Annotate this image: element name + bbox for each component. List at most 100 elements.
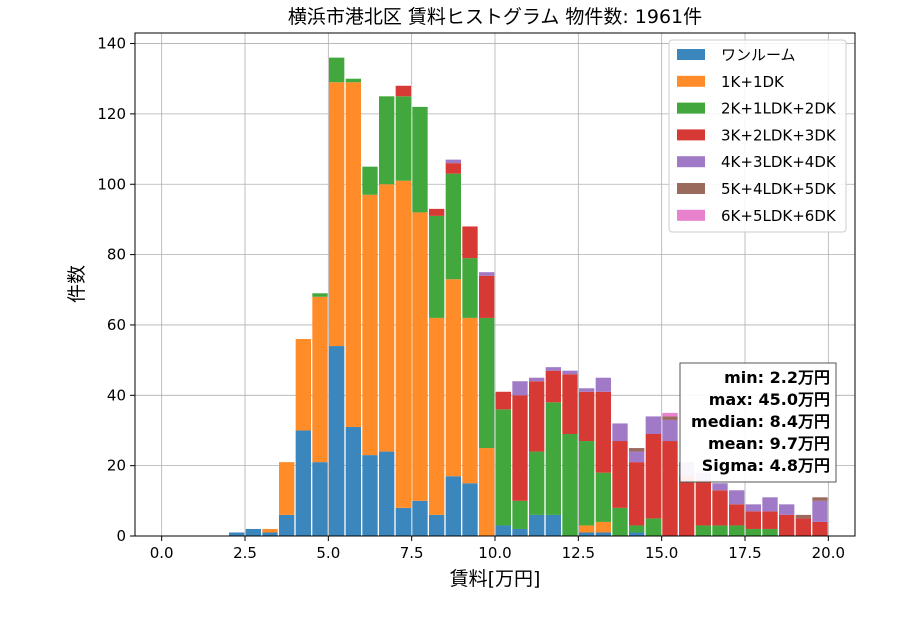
stats-line: mean: 9.7万円 (708, 434, 830, 453)
bar-segment (329, 346, 345, 536)
bar-segment (612, 423, 628, 442)
bar-segment (812, 500, 828, 522)
x-axis-label: 賃料[万円] (450, 568, 541, 590)
bar-segment (479, 272, 495, 276)
bar-segment (462, 317, 478, 484)
x-tick-label: 15.0 (645, 544, 678, 562)
legend-swatch (677, 209, 705, 221)
ticks: 0.0 2.5 5.0 7.5 10.0 12.5 15.0 17.5 20.0 0 20 40 60 8… (97, 35, 845, 562)
bar-segment (379, 451, 395, 536)
legend-swatch (677, 49, 705, 60)
bar-segment (412, 106, 428, 213)
y-tick-label: 80 (107, 246, 126, 264)
bar-segment (379, 96, 395, 185)
bar-segment (262, 532, 278, 536)
bar-segment (445, 476, 461, 536)
legend-swatch (677, 75, 705, 87)
bar-segment (512, 528, 528, 536)
bar-segment (445, 279, 461, 477)
bar-segment (312, 462, 328, 536)
legend-label: 1K+1DK (721, 73, 785, 91)
bar-segment (512, 381, 528, 396)
bar-segment (479, 448, 495, 536)
x-tick-label: 12.5 (562, 544, 595, 562)
bar-segment (429, 317, 445, 515)
y-tick-label: 20 (107, 457, 126, 475)
bar-segment (395, 85, 411, 97)
bar-segment (662, 441, 678, 536)
bar-segment (312, 296, 328, 463)
bar-segment (295, 430, 311, 536)
bar-segment (345, 78, 361, 83)
bars (229, 57, 828, 536)
bar-segment (812, 497, 828, 501)
bar-segment (495, 391, 511, 410)
stats-line: max: 45.0万円 (709, 390, 830, 409)
x-tick-label: 5.0 (316, 544, 340, 562)
y-tick-label: 120 (97, 105, 126, 123)
bar-segment (362, 455, 378, 536)
bar-segment (662, 416, 678, 420)
legend-swatch (677, 102, 705, 114)
bar-segment (562, 374, 578, 434)
legend-label: 2K+1LDK+2DK (721, 100, 837, 118)
bar-segment (595, 391, 611, 473)
legend-frame (668, 39, 847, 233)
legend-label: ワンルーム (721, 46, 796, 64)
bar-segment (312, 293, 328, 297)
bar-segment (429, 215, 445, 318)
stats-line: min: 2.2万円 (724, 368, 830, 387)
bar-segment (245, 528, 261, 536)
x-tick-label: 2.5 (233, 544, 257, 562)
bar-segment (729, 525, 745, 536)
bar-segment (795, 514, 811, 519)
bar-segment (579, 525, 595, 533)
bar-segment (695, 479, 711, 526)
bar-segment (362, 194, 378, 456)
bar-segment (629, 448, 645, 452)
legend-label: 4K+3LDK+4DK (721, 153, 837, 171)
bar-segment (345, 82, 361, 427)
y-tick-label: 140 (97, 35, 126, 53)
bar-segment (712, 525, 728, 536)
bar-segment (279, 514, 295, 536)
bar-segment (445, 173, 461, 280)
bar-segment (729, 504, 745, 526)
bar-segment (629, 451, 645, 463)
bar-segment (529, 451, 545, 515)
bar-segment (445, 159, 461, 164)
bar-segment (745, 511, 761, 529)
bar-segment (395, 180, 411, 508)
bar-segment (595, 532, 611, 536)
bar-segment (629, 462, 645, 526)
bar-segment (412, 500, 428, 536)
stats-box: min: 2.2万円 max: 45.0万円 median: 8.4万円 mean: … (679, 362, 837, 483)
legend-swatch (677, 129, 705, 141)
bar-segment (762, 528, 778, 536)
bar-segment (562, 433, 578, 536)
bar-segment (762, 511, 778, 529)
bar-segment (712, 490, 728, 526)
bar-segment (645, 518, 661, 536)
bar-segment (529, 381, 545, 452)
bar-segment (229, 532, 245, 536)
bar-segment (479, 317, 495, 449)
bar-segment (762, 497, 778, 512)
legend-swatch (677, 183, 705, 194)
bar-segment (795, 518, 811, 536)
bar-segment (345, 426, 361, 536)
bar-segment (462, 226, 478, 259)
stats-line: Sigma: 4.8万円 (702, 456, 830, 475)
bar-segment (645, 416, 661, 434)
bar-segment (545, 402, 561, 515)
bar-segment (695, 525, 711, 536)
x-tick-label: 0.0 (150, 544, 174, 562)
bar-segment (262, 528, 278, 533)
bar-segment (645, 433, 661, 519)
bar-segment (429, 208, 445, 216)
bar-segment (445, 163, 461, 174)
bar-segment (779, 504, 795, 515)
x-tick-label: 17.5 (728, 544, 761, 562)
